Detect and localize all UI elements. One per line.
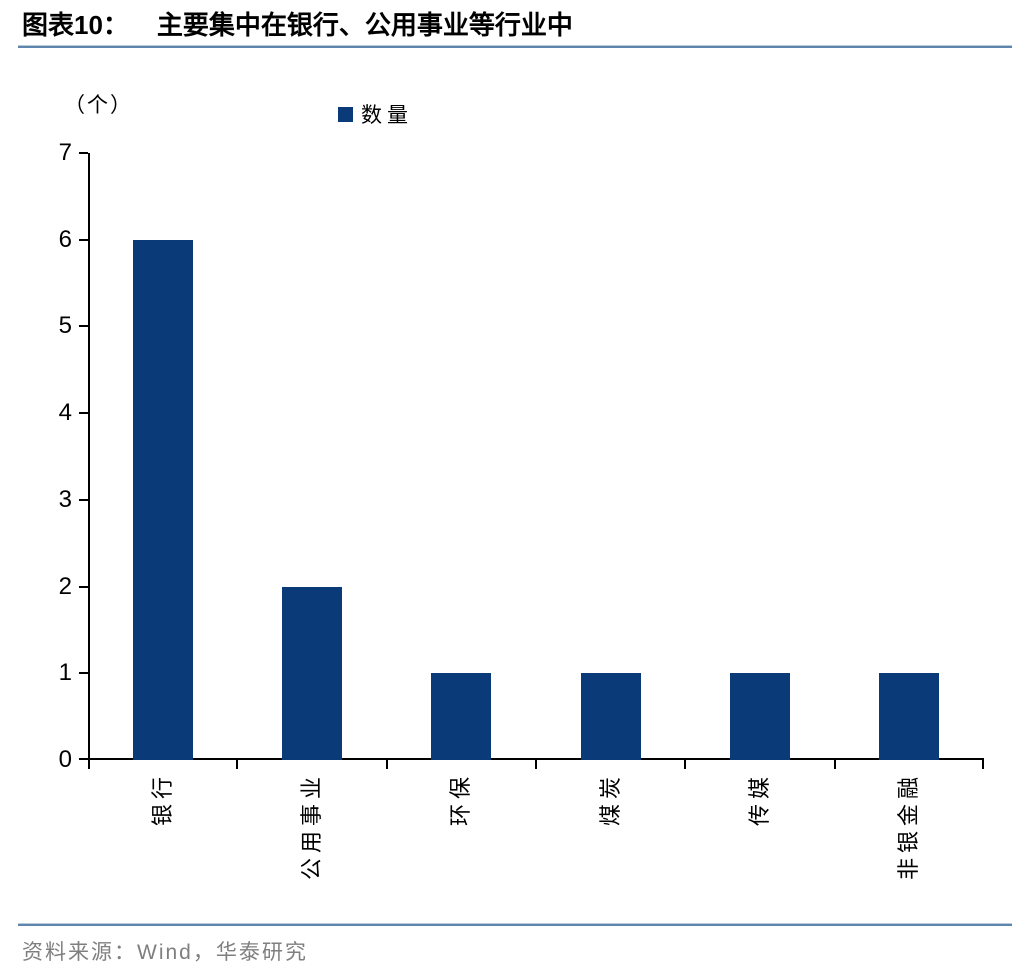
- x-axis-label: 银行: [150, 772, 175, 827]
- footer-divider: [18, 923, 1012, 926]
- legend-label: 数量: [361, 103, 413, 127]
- y-tick-label: 6: [58, 226, 72, 253]
- x-axis-tick: [982, 758, 984, 769]
- bar: [581, 673, 641, 760]
- plot-area: 0 1 2 3 4 5 6 7 银行 公用事业 环保 煤炭 传媒 非银金融: [59, 139, 984, 880]
- x-axis-tick: [236, 758, 238, 769]
- y-axis-tick: [79, 758, 88, 760]
- y-axis-unit-label: （个）: [64, 93, 133, 117]
- y-tick-label: 2: [58, 573, 72, 600]
- figure-number-label: 图表10：: [22, 10, 129, 40]
- y-axis-tick: [79, 239, 88, 241]
- x-axis-label: 非银金融: [896, 772, 921, 881]
- y-tick-label: 1: [58, 659, 72, 686]
- x-axis-label: 传媒: [747, 772, 772, 827]
- y-axis-tick: [79, 672, 88, 674]
- y-tick-label: 7: [58, 139, 72, 166]
- legend-swatch: [338, 106, 353, 122]
- y-axis-tick: [79, 152, 88, 154]
- x-axis-tick: [386, 758, 388, 769]
- y-axis-tick: [79, 325, 88, 327]
- y-tick-label: 5: [58, 312, 72, 339]
- bar: [133, 240, 193, 760]
- title-divider: [18, 45, 1012, 48]
- x-axis-tick: [88, 758, 90, 769]
- chart-legend: 数量: [338, 99, 413, 129]
- x-axis-tick: [834, 758, 836, 769]
- bar: [431, 673, 491, 760]
- y-tick-label: 3: [58, 486, 72, 513]
- y-axis-tick: [79, 586, 88, 588]
- bar: [730, 673, 790, 760]
- bar: [879, 673, 939, 760]
- y-axis-tick: [79, 499, 88, 501]
- source-note: 资料来源：Wind，华泰研究: [22, 941, 308, 964]
- x-axis-label: 环保: [448, 772, 473, 827]
- x-axis-tick: [535, 758, 537, 769]
- bar: [282, 587, 342, 760]
- x-axis-label: 公用事业: [299, 772, 324, 881]
- figure-title-text: 主要集中在银行、公用事业等行业中: [156, 10, 573, 40]
- x-axis-label: 煤炭: [598, 772, 623, 827]
- figure-title: 图表10： 主要集中在银行、公用事业等行业中: [22, 8, 573, 42]
- x-axis-tick: [684, 758, 686, 769]
- y-axis-tick: [79, 412, 88, 414]
- y-axis-line: [88, 153, 90, 760]
- y-tick-label: 4: [58, 399, 72, 426]
- y-tick-label: 0: [58, 746, 72, 773]
